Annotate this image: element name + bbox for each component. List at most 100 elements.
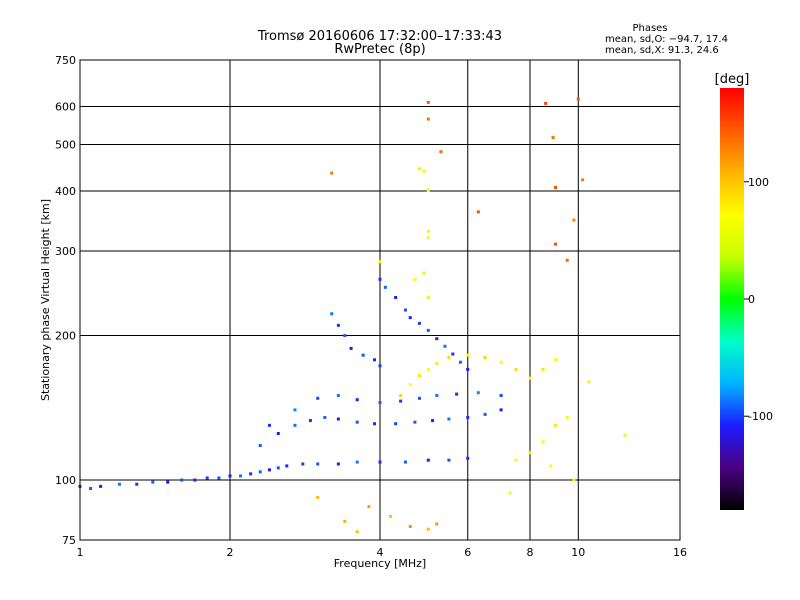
data-point [466, 367, 470, 371]
data-point [587, 380, 591, 384]
data-point [361, 353, 365, 357]
data-point [541, 367, 545, 371]
y-tick-labels: 75 100 200 300 400 500 600 750 [55, 54, 76, 547]
data-point [447, 458, 451, 462]
chart-subtitle: RwPretec (8p) [334, 42, 425, 57]
data-point [514, 458, 518, 462]
data-point [443, 344, 447, 348]
y-tick-label: 400 [55, 185, 76, 198]
data-point [180, 478, 184, 482]
y-tick-label: 750 [55, 54, 76, 67]
data-point [426, 117, 430, 121]
data-point [378, 460, 382, 464]
data-point [343, 519, 347, 523]
data-point [276, 466, 280, 470]
data-point [135, 482, 139, 486]
data-point [553, 423, 557, 427]
y-tick-label: 500 [55, 139, 76, 152]
data-point [205, 476, 209, 480]
data-point [466, 415, 470, 419]
data-point [316, 462, 320, 466]
data-point [349, 346, 353, 350]
data-point [551, 136, 555, 140]
data-point [572, 218, 576, 222]
data-point [193, 478, 197, 482]
data-point [408, 383, 412, 387]
data-point [553, 242, 557, 246]
data-point [499, 360, 503, 364]
data-point [541, 440, 545, 444]
data-point [476, 210, 480, 214]
data-point [565, 258, 569, 262]
x-axis-label: Frequency [MHz] [334, 557, 426, 570]
data-point [514, 367, 518, 371]
data-point [483, 355, 487, 359]
data-point [435, 361, 439, 365]
data-point [293, 408, 297, 412]
data-point [308, 419, 312, 423]
data-point [439, 150, 443, 154]
data-point [373, 358, 377, 362]
data-point [455, 392, 459, 396]
data-point [355, 530, 359, 534]
data-point [417, 374, 421, 378]
data-point [228, 474, 232, 478]
x-tick-labels: 1 2 4 6 8 10 16 [77, 546, 688, 559]
data-point [417, 321, 421, 325]
data-point [316, 495, 320, 499]
data-point [373, 422, 377, 426]
data-point [466, 456, 470, 460]
colorbar-ticks: -100 0 100 [744, 176, 773, 423]
data-point [499, 394, 503, 398]
data-point [399, 399, 403, 403]
data-point [117, 482, 121, 486]
plot-frame [79, 59, 681, 541]
data-point [336, 417, 340, 421]
data-point [431, 419, 435, 423]
data-point [394, 296, 398, 300]
x-tick-label: 16 [673, 546, 687, 559]
data-point [499, 408, 503, 412]
y-tick-label: 200 [55, 330, 76, 343]
data-point [426, 188, 430, 192]
data-point [623, 433, 627, 437]
data-point [293, 423, 297, 427]
data-point [435, 522, 439, 526]
colorbar [720, 88, 744, 510]
data-point [549, 464, 553, 468]
data-point [151, 480, 155, 484]
data-point [249, 472, 253, 476]
data-points [78, 97, 627, 534]
data-point [426, 100, 430, 104]
grid-lines [80, 60, 680, 540]
data-point [417, 167, 421, 171]
data-point [435, 337, 439, 341]
data-point [413, 277, 417, 281]
data-point [378, 364, 382, 368]
data-point [426, 328, 430, 332]
data-point [399, 394, 403, 398]
data-point [426, 296, 430, 300]
data-point [343, 334, 347, 338]
data-point [285, 464, 289, 468]
data-point [426, 367, 430, 371]
data-point [403, 308, 407, 312]
data-point [276, 432, 280, 436]
data-point [267, 468, 271, 472]
data-point [553, 358, 557, 362]
data-point [267, 423, 271, 427]
data-point [378, 401, 382, 405]
phase-heading: Phases [632, 23, 667, 34]
data-point [383, 285, 387, 289]
data-point [378, 260, 382, 264]
data-point [301, 462, 305, 466]
x-tick-label: 4 [377, 546, 384, 559]
x-tick-label: 6 [464, 546, 471, 559]
data-point [336, 323, 340, 327]
data-point [451, 352, 455, 356]
colorbar-label: [deg] [715, 72, 750, 87]
data-point [336, 462, 340, 466]
data-point [422, 271, 426, 275]
data-point [378, 277, 382, 281]
data-point [435, 394, 439, 398]
